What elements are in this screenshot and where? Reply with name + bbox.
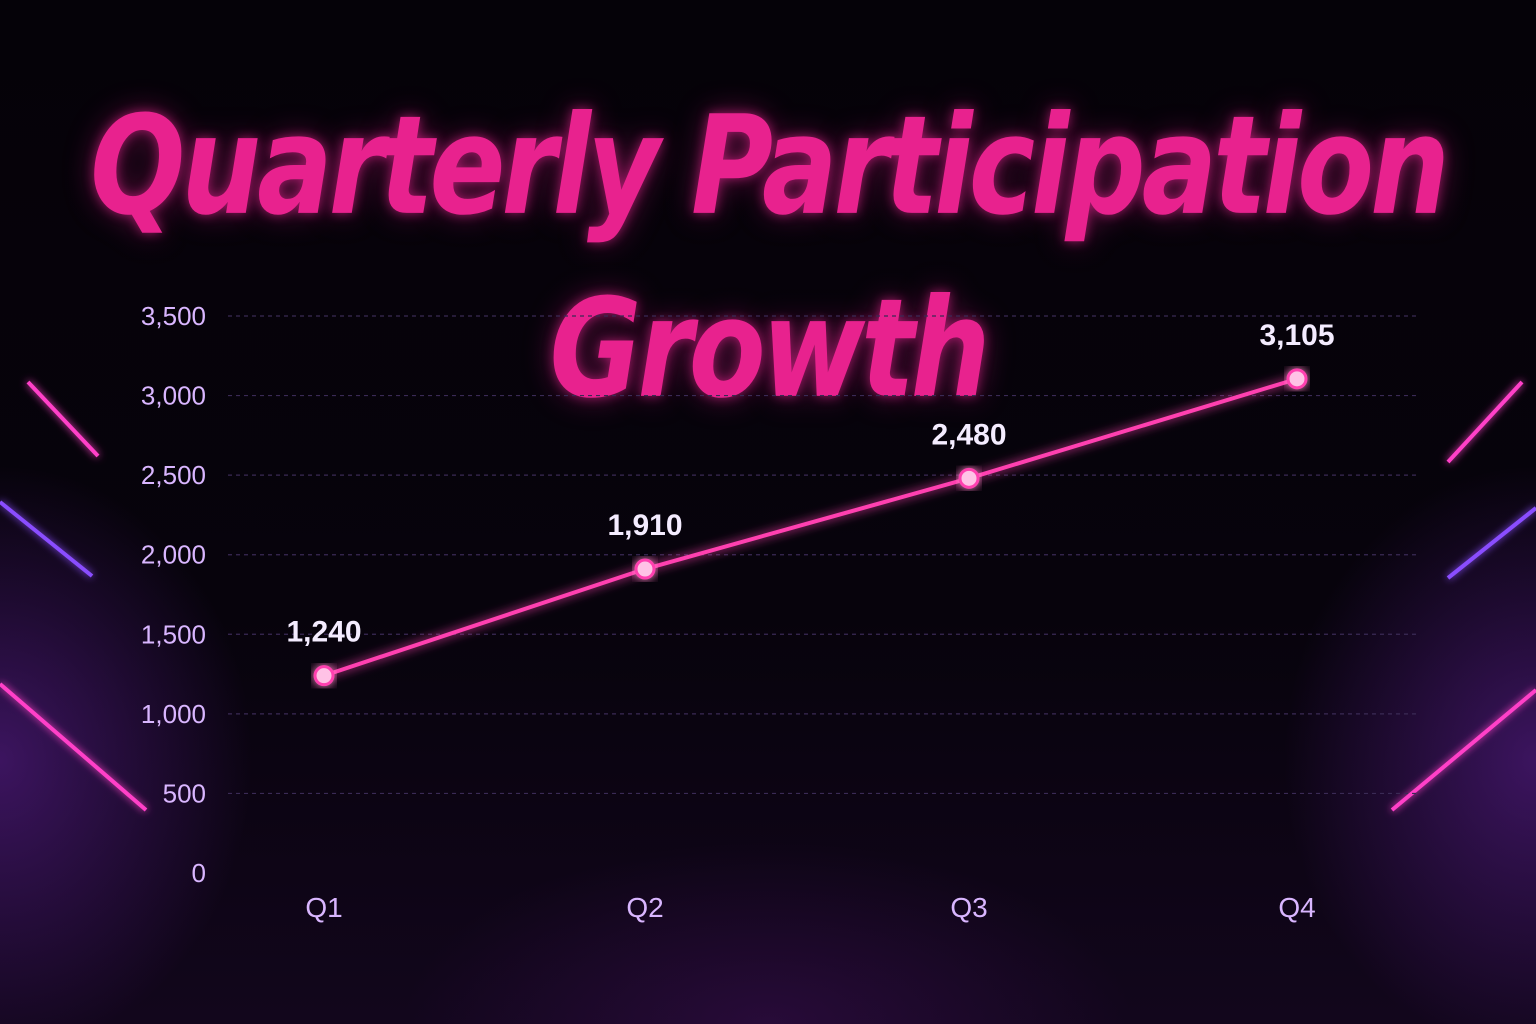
x-tick-label: Q1 [305,892,342,923]
x-tick-labels: Q1 Q2 Q3 Q4 [305,892,1315,923]
series [313,368,1308,687]
neon-bar-left-top [26,380,100,458]
neon-bar-right-middle [1446,506,1536,580]
data-label: 1,240 [286,616,361,649]
y-tick-label: 2,500 [141,460,206,490]
neon-bar-left-middle [0,500,94,578]
chart-title: Quarterly Participation Growth [90,87,1450,429]
data-labels: 1,240 1,910 2,480 3,105 [286,319,1334,649]
y-tick-label: 3,000 [141,381,206,411]
axes [226,316,1420,875]
y-tick-label: 1,000 [141,699,206,729]
gridlines [228,315,1420,795]
data-point [313,665,335,687]
neon-bar-right-top [1446,380,1524,464]
data-label: 3,105 [1259,319,1334,352]
data-point [634,558,656,580]
x-tick-label: Q4 [1278,892,1315,923]
data-point [958,467,980,489]
y-tick-label: 1,500 [141,619,206,649]
x-tick-label: Q2 [626,892,663,923]
data-label: 1,910 [607,509,682,542]
neon-bar-left-bottom [0,682,148,812]
series-line [322,376,1299,678]
x-tick-label: Q3 [950,892,987,923]
data-label: 2,480 [931,418,1006,451]
y-tick-labels: 0 500 1,000 1,500 2,000 2,500 3,000 3,500 [141,301,206,888]
neon-bar-right-bottom [1390,688,1536,812]
y-tick-label: 2,000 [141,540,206,570]
y-tick-label: 500 [163,778,206,808]
y-tick-label: 0 [192,858,206,888]
data-point [1286,368,1308,390]
y-tick-label: 3,500 [141,301,206,331]
